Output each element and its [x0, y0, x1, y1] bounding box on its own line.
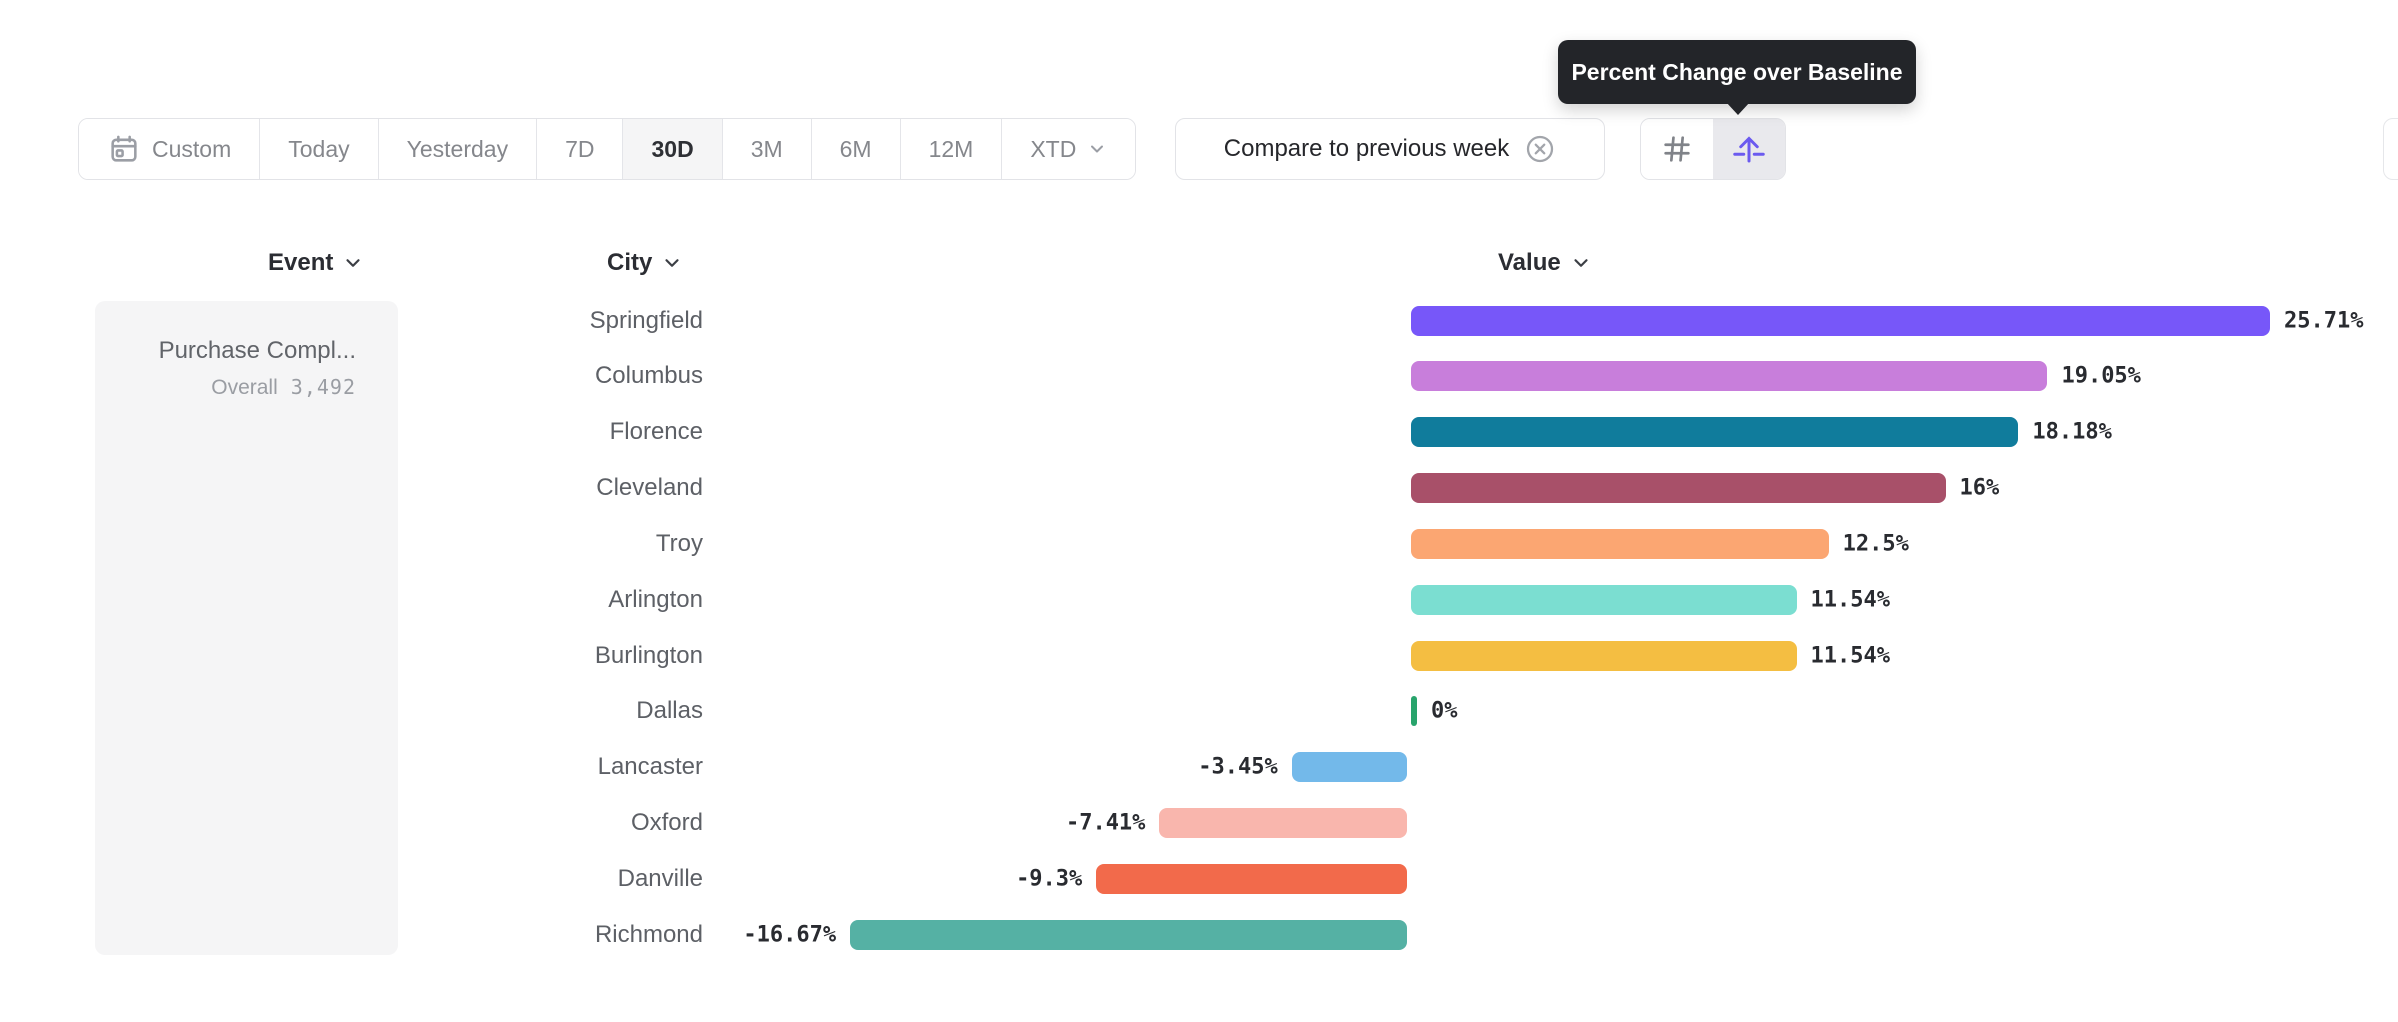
chevron-down-icon — [1570, 252, 1592, 274]
x-circle-icon[interactable] — [1524, 133, 1556, 165]
bar-value-label: 19.05% — [2061, 363, 2141, 389]
chart-row: Danville -9.3% — [0, 851, 2398, 907]
tooltip-caret — [1726, 102, 1750, 115]
value-header-label: Value — [1498, 249, 1561, 276]
event-overall-row: Overall 3,492 — [95, 375, 356, 400]
date-range-picker: Custom Today Yesterday 7D 30D 3M 6M 12M XTD — [78, 118, 1137, 180]
city-label: Lancaster — [597, 753, 703, 781]
bar[interactable] — [1291, 752, 1407, 783]
chart-row: Dallas 0% — [0, 683, 2398, 739]
chart-row: Richmond -16.67% — [0, 907, 2398, 963]
chart-row: Florence 18.18% — [0, 404, 2398, 460]
column-header-city[interactable]: City — [607, 248, 683, 278]
date-range-label: 3M — [750, 135, 783, 162]
bar[interactable] — [1411, 361, 2048, 392]
bar-value-label: -9.3% — [1016, 866, 1083, 892]
date-range-label: Today — [288, 135, 350, 162]
percent-change-view-button[interactable] — [1713, 119, 1785, 179]
city-label: Troy — [655, 529, 703, 557]
chart-view-toggle — [1640, 118, 1786, 180]
city-label: Richmond — [594, 920, 703, 948]
chart-row: Lancaster -3.45% — [0, 739, 2398, 795]
bar[interactable] — [1096, 863, 1407, 894]
tooltip-percent-change: Percent Change over Baseline — [1558, 40, 1916, 104]
bar[interactable] — [1411, 696, 1417, 727]
event-panel[interactable]: Purchase Compl... Overall 3,492 — [95, 301, 398, 955]
clipped-right-button[interactable] — [2383, 118, 2398, 180]
chart-row: Columbus 19.05% — [0, 348, 2398, 404]
bar-value-label: 18.18% — [2032, 419, 2112, 445]
date-range-label: 7D — [565, 135, 595, 162]
date-range-xtd[interactable]: XTD — [1001, 119, 1136, 179]
chevron-down-icon — [342, 252, 364, 274]
chart-row: Cleveland 16% — [0, 460, 2398, 516]
date-range-label: XTD — [1030, 135, 1077, 162]
date-range-label: 30D — [651, 135, 694, 162]
bar-value-label: 11.54% — [1810, 587, 1891, 613]
bar[interactable] — [1411, 305, 2270, 336]
city-label: Oxford — [630, 809, 703, 837]
date-range-7d[interactable]: 7D — [536, 119, 623, 179]
column-header-event[interactable]: Event — [268, 248, 364, 278]
bar-value-label: -7.41% — [1065, 810, 1146, 836]
chevron-down-icon — [1087, 139, 1107, 159]
overall-label: Overall — [211, 376, 278, 399]
city-label: Danville — [617, 864, 703, 892]
bar-value-label: 25.71% — [2283, 308, 2364, 333]
city-label: Columbus — [594, 362, 703, 390]
overall-value: 3,492 — [290, 375, 356, 399]
calendar-icon — [107, 132, 141, 166]
chart-row: Springfield 25.71% — [0, 293, 2398, 349]
chevron-down-icon — [661, 252, 683, 274]
city-label: Arlington — [608, 585, 703, 613]
date-range-6m[interactable]: 6M — [810, 119, 900, 179]
date-range-label: Yesterday — [406, 135, 509, 162]
bar[interactable] — [1411, 417, 2019, 448]
city-label: Cleveland — [596, 474, 703, 502]
date-range-label: 12M — [928, 135, 974, 162]
date-range-30d[interactable]: 30D — [622, 119, 722, 179]
date-range-custom[interactable]: Custom — [79, 119, 260, 179]
hash-icon — [1660, 132, 1694, 166]
bar-value-label: -3.45% — [1198, 754, 1278, 780]
column-header-value[interactable]: Value — [1498, 248, 1592, 278]
chart-row: Oxford -7.41% — [0, 795, 2398, 851]
arrow-up-from-baseline-icon — [1731, 131, 1767, 167]
bar[interactable] — [850, 919, 1407, 950]
event-header-label: Event — [268, 249, 334, 276]
date-range-12m[interactable]: 12M — [899, 119, 1002, 179]
grid-view-button[interactable] — [1641, 119, 1713, 179]
bar[interactable] — [1411, 473, 1946, 504]
bar-value-label: 16% — [1959, 475, 2000, 501]
date-range-yesterday[interactable]: Yesterday — [377, 119, 537, 179]
city-label: Burlington — [594, 641, 703, 669]
bar[interactable] — [1411, 640, 1797, 671]
city-label: Springfield — [589, 306, 703, 334]
bar[interactable] — [1411, 528, 1829, 559]
city-label: Florence — [609, 418, 703, 446]
city-label: Dallas — [636, 697, 703, 725]
city-header-label: City — [607, 249, 653, 276]
bar[interactable] — [1159, 808, 1407, 839]
chart-row: Troy 12.5% — [0, 516, 2398, 572]
bar-value-label: -16.67% — [743, 922, 837, 948]
bar-value-label: 11.54% — [1810, 643, 1891, 669]
compare-chip[interactable]: Compare to previous week — [1175, 118, 1605, 180]
bar[interactable] — [1411, 584, 1797, 615]
chart-row: Burlington 11.54% — [0, 628, 2398, 684]
compare-chip-label: Compare to previous week — [1223, 135, 1510, 162]
event-name: Purchase Compl... — [158, 337, 356, 364]
date-range-label: Custom — [152, 135, 232, 162]
tooltip-text: Percent Change over Baseline — [1571, 58, 1903, 85]
chart-row: Arlington 11.54% — [0, 572, 2398, 628]
bar-value-label: 0% — [1431, 698, 1458, 724]
date-range-3m[interactable]: 3M — [721, 119, 811, 179]
date-range-label: 6M — [839, 135, 872, 162]
date-range-today[interactable]: Today — [259, 119, 378, 179]
bar-value-label: 12.5% — [1842, 531, 1909, 557]
